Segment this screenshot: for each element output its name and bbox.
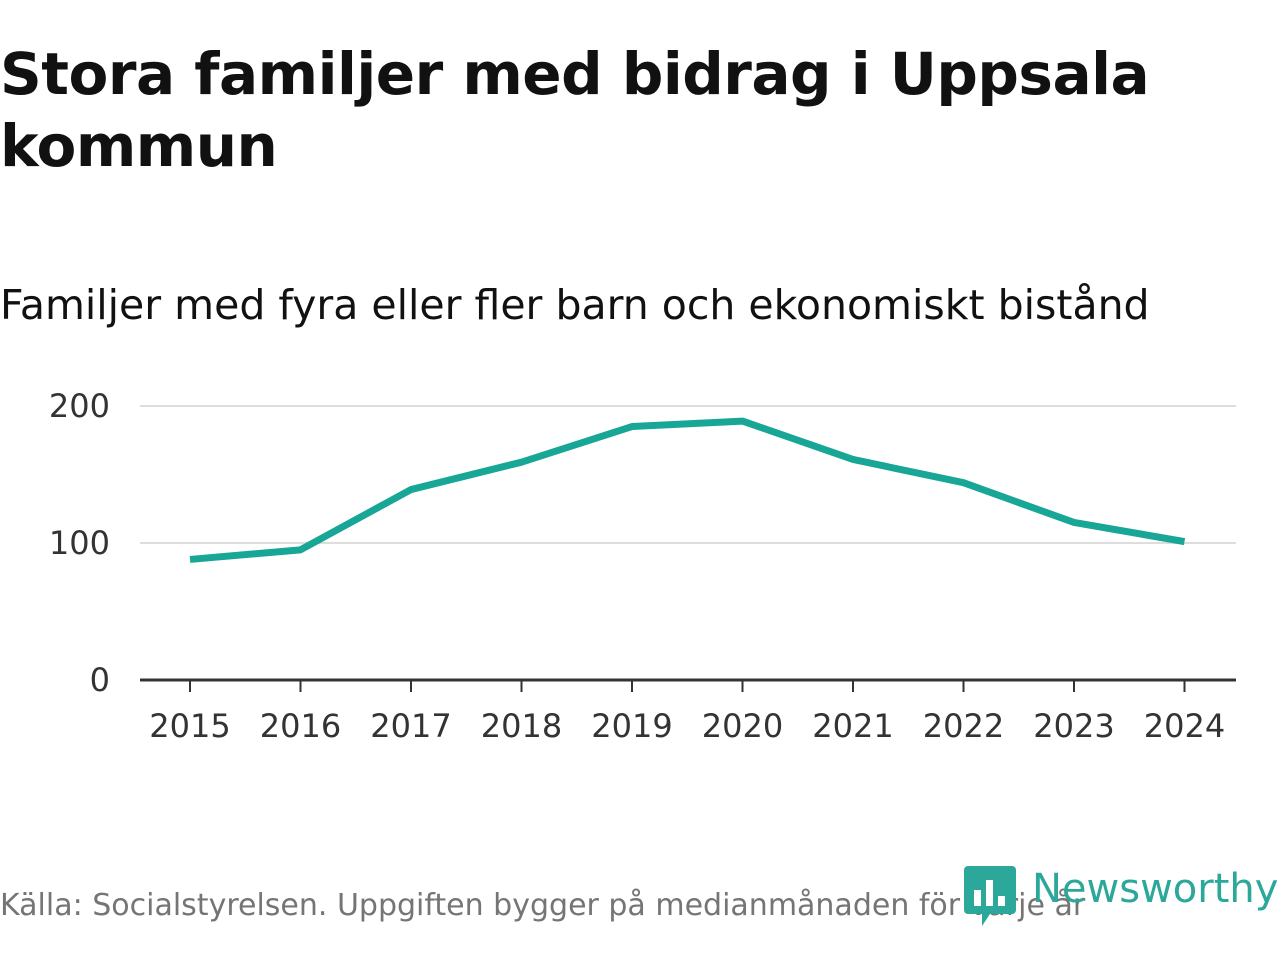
x-tick-label-2024: 2024 bbox=[1144, 707, 1225, 745]
x-tick-label-2020: 2020 bbox=[702, 707, 783, 745]
source-note: Källa: Socialstyrelsen. Uppgiften bygger… bbox=[0, 888, 1086, 923]
gridlines bbox=[140, 405, 1236, 544]
y-tick-label-0: 0 bbox=[90, 661, 110, 699]
x-axis: 2015 2016 2017 2018 2019 2020 2021 2022 2023 2024 bbox=[140, 678, 1236, 745]
y-tick-label-200: 200 bbox=[49, 387, 110, 425]
series-line-0 bbox=[189, 417, 1186, 563]
x-tick-label-2016: 2016 bbox=[260, 707, 341, 745]
series bbox=[189, 417, 1186, 563]
x-tick-label-2022: 2022 bbox=[923, 707, 1004, 745]
line-chart: 0 100 200 2015 2016 2017 2018 2019 2020 2021 2022… bbox=[49, 387, 1236, 745]
x-tick-label-2023: 2023 bbox=[1033, 707, 1114, 745]
x-tick-label-2018: 2018 bbox=[481, 707, 562, 745]
x-tick-label-2015: 2015 bbox=[149, 707, 230, 745]
y-tick-label-100: 100 bbox=[49, 524, 110, 562]
x-tick-label-2017: 2017 bbox=[370, 707, 451, 745]
chart-subtitle: Familjer med fyra eller fler barn och ek… bbox=[0, 281, 1150, 329]
newsworthy-logo: Newsworthy bbox=[964, 864, 1278, 926]
newsworthy-logo-icon bbox=[964, 866, 1016, 926]
brand-name: Newsworthy bbox=[1032, 866, 1279, 912]
chart-title: Stora familjer med bidrag i Uppsala komm… bbox=[0, 40, 1150, 180]
x-tick-label-2021: 2021 bbox=[812, 707, 893, 745]
y-axis: 0 100 200 bbox=[49, 387, 110, 699]
x-tick-label-2019: 2019 bbox=[591, 707, 672, 745]
